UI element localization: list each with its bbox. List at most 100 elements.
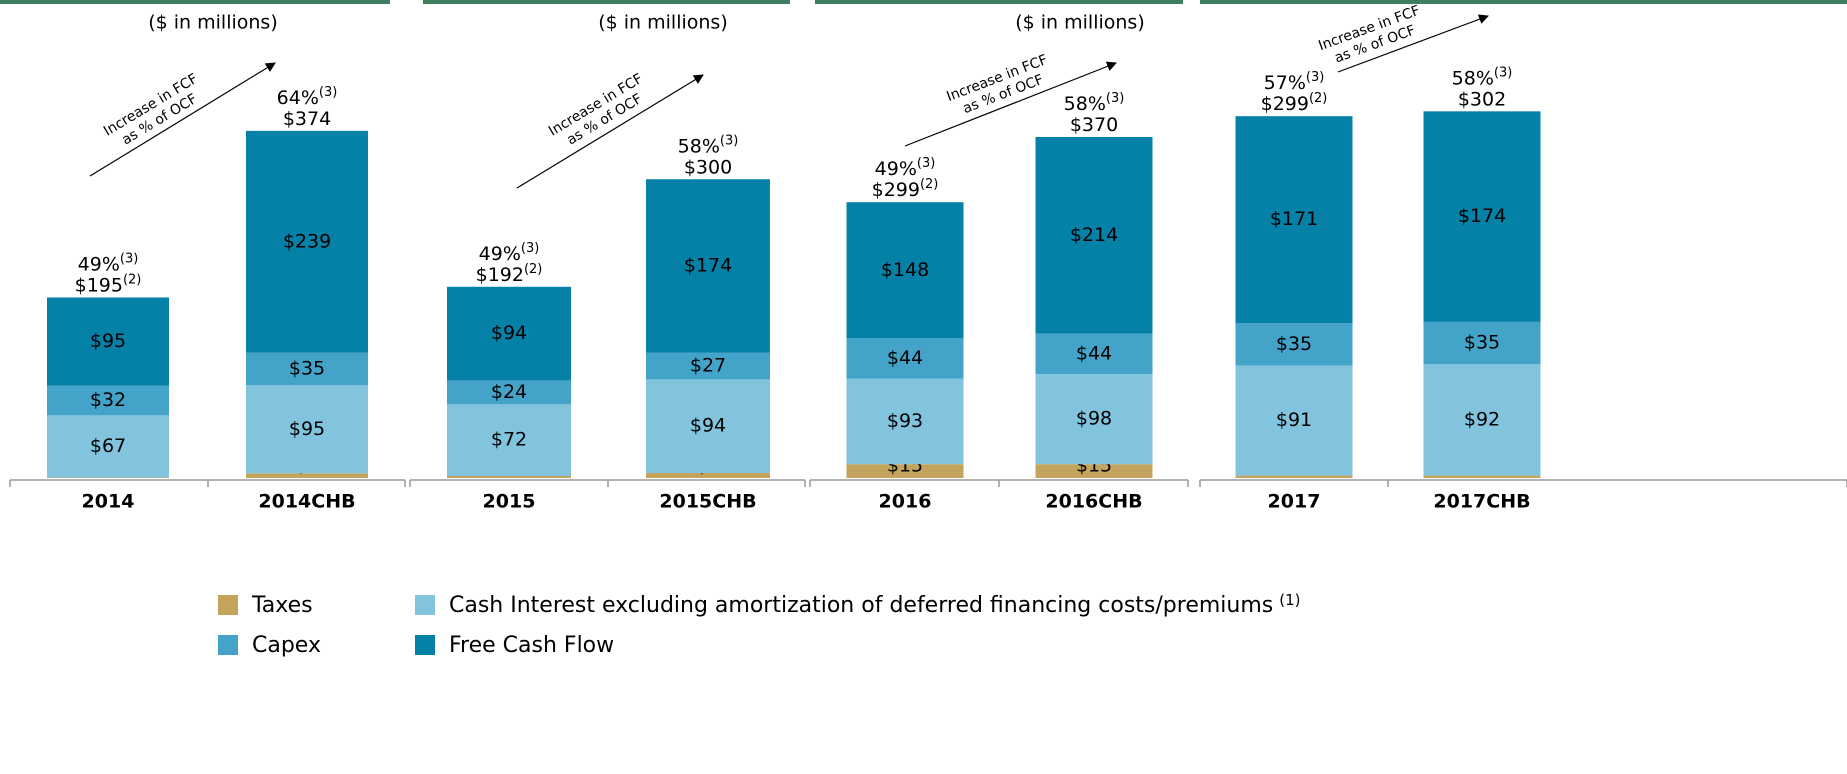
value-label: $44 [887, 347, 923, 369]
bar-segment [646, 352, 770, 380]
panel-header-bar [0, 0, 390, 4]
legend-label: Free Cash Flow [449, 633, 614, 658]
percent-label: 64%(3) [277, 84, 338, 108]
subtitle: ($ in millions) [148, 12, 278, 34]
legend-swatch [218, 635, 238, 655]
percent-value: 58% [678, 135, 720, 157]
value-label: $44 [1076, 342, 1112, 364]
x-tick-label: 2014CHB [258, 491, 355, 513]
total-value: $302 [1458, 88, 1506, 110]
bar-segment [1235, 475, 1353, 478]
total-label: $300 [684, 156, 732, 178]
value-label: $35 [1276, 333, 1312, 355]
bar-segment [646, 179, 770, 353]
bar-segment [1235, 323, 1353, 366]
legend-label: Taxes [251, 593, 313, 618]
total-value: $374 [283, 107, 331, 129]
percent-label: 58%(3) [1064, 90, 1125, 114]
bar-segment [246, 385, 368, 474]
value-label: $32 [90, 389, 126, 411]
total-label: $195(2) [75, 272, 142, 296]
footnote-ref: (3) [917, 156, 935, 171]
percent-label: 57%(3) [1264, 70, 1325, 94]
value-label: $92 [1464, 408, 1500, 430]
bar-segment [1423, 475, 1541, 478]
value-label: $35 [289, 357, 325, 379]
value-label: $94 [690, 415, 726, 437]
bar-segment [47, 297, 169, 386]
x-tick-label: 2017CHB [1433, 491, 1530, 513]
value-label: $95 [289, 418, 325, 440]
total-value: $370 [1070, 113, 1118, 135]
total-value: $195 [75, 274, 123, 296]
value-label: $67 [90, 435, 126, 457]
total-label: $302 [1458, 88, 1506, 110]
bar-segment [1423, 111, 1541, 322]
footnote-ref: (3) [1106, 90, 1124, 105]
bar-segment [447, 380, 571, 405]
total-label: $299(2) [1261, 91, 1328, 115]
bar-segment [646, 379, 770, 474]
trend-arrow [516, 74, 704, 189]
subtitle: ($ in millions) [598, 12, 728, 34]
percent-label: 58%(3) [1452, 65, 1513, 89]
x-tick-label: 2015CHB [659, 491, 756, 513]
x-tick-label: 2014 [82, 491, 135, 513]
bar-segment [846, 338, 964, 379]
total-label: $370 [1070, 113, 1118, 135]
percent-label: 49%(3) [78, 251, 139, 275]
percent-value: 49% [875, 158, 917, 180]
percent-label: 49%(3) [479, 240, 540, 264]
bar-segment [1235, 365, 1353, 476]
value-label: $98 [1076, 408, 1112, 430]
footnote-ref: (3) [319, 84, 337, 99]
panel-header-bar [815, 0, 1183, 4]
x-tick-label: 2016CHB [1045, 491, 1142, 513]
total-value: $299 [1261, 93, 1309, 115]
percent-label: 58%(3) [678, 133, 739, 157]
trend-arrow [1337, 14, 1489, 73]
bar-segment [846, 202, 964, 339]
percent-value: 49% [78, 253, 120, 275]
footnote-ref: (3) [120, 251, 138, 266]
bar-segment [447, 286, 571, 381]
subtitle: ($ in millions) [1015, 12, 1145, 34]
value-label: $72 [491, 429, 527, 451]
arrow-label: Increase in FCFas % of OCF [944, 52, 1056, 121]
bar-segment [1035, 374, 1153, 465]
arrow-label: Increase in FCFas % of OCF [546, 71, 655, 154]
percent-value: 58% [1064, 92, 1106, 114]
value-label: $94 [491, 322, 527, 344]
bar-segment [1035, 464, 1153, 478]
bar-segment [1035, 136, 1153, 334]
bar-segment [246, 352, 368, 386]
percent-value: 57% [1264, 72, 1306, 94]
trend-arrow [904, 61, 1117, 147]
total-value: $192 [476, 263, 524, 285]
footnote-ref: (3) [1494, 65, 1512, 80]
value-label: $171 [1270, 208, 1318, 230]
panel-header-bar [423, 0, 790, 4]
value-label: $174 [1458, 205, 1506, 227]
bar-segment [1423, 321, 1541, 365]
legend-name: Cash Interest excluding amortization of … [449, 593, 1273, 618]
footnote-ref: (2) [123, 272, 141, 287]
footnote-ref: (3) [1306, 70, 1324, 85]
bar-segment [646, 473, 770, 478]
legend-swatch [415, 635, 435, 655]
bar-segment [47, 385, 169, 416]
footnote-ref: (2) [1309, 91, 1327, 106]
value-label: $148 [881, 259, 929, 281]
trend-arrow [89, 62, 276, 177]
legend-label: Capex [252, 633, 321, 658]
total-label: $192(2) [476, 261, 543, 285]
bar-segment [1235, 116, 1353, 324]
arrow-label: Increase in FCFas % of OCF [1316, 3, 1428, 71]
value-label: $91 [1276, 409, 1312, 431]
bar-segment [447, 476, 571, 478]
total-value: $300 [684, 156, 732, 178]
value-label: $24 [491, 381, 527, 403]
panel-header-bar [1200, 0, 1847, 4]
total-label: $374 [283, 107, 331, 129]
